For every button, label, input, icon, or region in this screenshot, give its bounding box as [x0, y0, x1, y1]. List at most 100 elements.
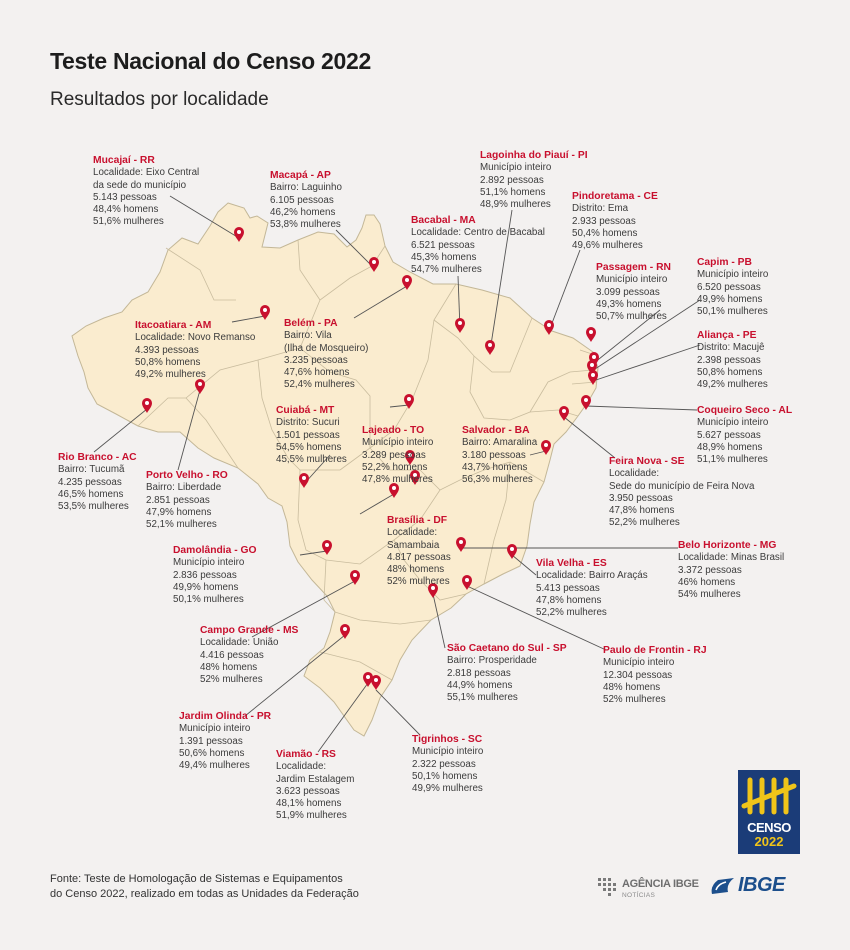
state-borders: [137, 239, 599, 681]
agencia-text: AGÊNCIA IBGE: [622, 878, 699, 890]
leader-line: [511, 554, 537, 576]
map-pin-icon: [507, 544, 517, 559]
location-label: Rio Branco - AC Bairro: Tucumã 4.235 pesso…: [58, 452, 137, 513]
page-subtitle: Resultados por localidade: [50, 89, 269, 110]
tally-marks-icon: [741, 777, 797, 815]
leader-line: [591, 299, 701, 372]
leader-line: [548, 249, 581, 332]
location-label: São Caetano do Sul - SP Bairro: Prosperid…: [447, 643, 567, 704]
map-pin-icon: [142, 398, 152, 413]
leader-line: [251, 580, 356, 638]
map-pin-icon: [350, 570, 360, 585]
brazil-landmass: [71, 202, 599, 737]
location-label: Lajeado - TO Município inteiro 3.289 pesso…: [362, 425, 434, 486]
leader-line: [593, 309, 661, 364]
leader-line: [489, 209, 513, 352]
location-label: Salvador - BA Bairro: Amaralina 3.180 pess…: [462, 425, 538, 486]
location-label: Coqueiro Seco - AL Município inteiro 5.627…: [697, 405, 793, 466]
leader-line: [466, 585, 607, 651]
map-pin-icon: [581, 395, 591, 410]
location-label: Belém - PA Bairro: Vila (Ilha de Mosqueiro…: [284, 318, 369, 391]
leader-line: [177, 389, 201, 471]
map-pin-icon: [544, 320, 554, 335]
leader-line: [592, 344, 701, 382]
map-pin-icon: [541, 440, 551, 455]
location-label: Mucajaí - RR Localidade: Eixo Central da s…: [93, 155, 200, 228]
map-pin-icon: [586, 327, 596, 342]
map-pin-icon: [485, 340, 495, 355]
map-pin-icon: [369, 257, 379, 272]
agencia-ibge-logo: AGÊNCIA IBGE NOTÍCIAS: [598, 876, 699, 903]
map-pin-icon: [587, 360, 597, 375]
location-label: Bacabal - MA Localidade: Centro de Bacaba…: [411, 215, 545, 276]
page-title: Teste Nacional do Censo 2022: [50, 48, 371, 74]
map-pins: [142, 227, 599, 690]
leader-lines: [93, 195, 701, 753]
ibge-mark-icon: [711, 878, 734, 894]
leader-line: [585, 405, 698, 411]
map-pin-icon: [340, 624, 350, 639]
leader-line: [432, 593, 446, 649]
map-pin-icon: [589, 352, 599, 367]
map-pin-icon: [405, 450, 415, 465]
location-label: Cuiabá - MT Distrito: Sucuri 1.501 pessoas…: [276, 405, 347, 466]
map-pin-icon: [404, 394, 414, 409]
location-label: Brasília - DF Localidade: Samambaia 4.817 p…: [387, 515, 451, 588]
location-label: Vila Velha - ES Localidade: Bairro Araçás…: [536, 558, 648, 619]
location-label: Capim - PB Município inteiro 6.520 pessoas…: [697, 257, 769, 318]
map-pin-icon: [455, 318, 465, 333]
censo-2022-logo: CENSO 2022: [738, 770, 800, 854]
censo-word: CENSO: [747, 820, 791, 835]
map-pin-icon: [234, 227, 244, 242]
location-label: Lagoinha do Piauí - PI Município inteiro 2…: [480, 150, 588, 211]
map-pin-icon: [195, 379, 205, 394]
leader-line: [231, 315, 266, 323]
leader-line: [244, 634, 346, 717]
location-label: Viamão - RS Localidade: Jardim Estalagem 3.…: [276, 749, 355, 822]
location-label: Tigrinhos - SC Município inteiro 2.322 pes…: [412, 734, 484, 795]
leader-line: [335, 229, 375, 269]
map-pin-icon: [363, 672, 373, 687]
source-note: Fonte: Teste de Homologação de Sistemas …: [50, 873, 359, 900]
map-pin-icon: [389, 483, 399, 498]
leader-line: [93, 408, 148, 453]
location-label: Macapá - AP Bairro: Laguinho 6.105 pessoas…: [270, 170, 342, 231]
location-label: Aliança - PE Distrito: Macujê 2.398 pessoa…: [697, 330, 768, 391]
ibge-text: IBGE: [738, 874, 785, 896]
map-pin-icon: [322, 540, 332, 555]
leader-line: [317, 682, 369, 753]
map-pin-icon: [402, 275, 412, 290]
leader-line: [375, 689, 421, 736]
map-pin-icon: [260, 305, 270, 320]
location-label: Passagem - RN Município inteiro 3.099 pess…: [596, 262, 671, 323]
leader-line: [169, 195, 240, 239]
location-label: Belo Horizonte - MG Localidade: Minas Bra…: [678, 540, 785, 601]
location-label: Campo Grande - MS Localidade: União 4.416 …: [200, 625, 299, 686]
noticias-text: NOTÍCIAS: [622, 892, 656, 899]
location-label: Itacoatiara - AM Localidade: Novo Remanso…: [135, 320, 256, 381]
location-label: Paulo de Frontin - RJ Município inteiro 12…: [603, 645, 707, 706]
leader-line: [353, 285, 408, 319]
map-pin-icon: [588, 370, 598, 385]
location-label: Jardim Olinda - PR Município inteiro 1.391…: [179, 711, 272, 772]
map-pin-icon: [428, 583, 438, 598]
location-label: Porto Velho - RO Bairro: Liberdade 2.851 p…: [146, 470, 228, 531]
leader-line: [299, 550, 328, 556]
map-pin-icon: [462, 575, 472, 590]
leader-line: [389, 404, 410, 408]
ibge-logo: IBGE: [708, 874, 804, 898]
location-label: Damolândia - GO Município inteiro 2.836 pe…: [173, 545, 257, 606]
map-pin-icon: [371, 675, 381, 690]
censo-year: 2022: [754, 834, 784, 849]
location-label: Pindoretama - CE Distrito: Ema 2.933 pesso…: [572, 191, 658, 252]
map-pin-icon: [410, 470, 420, 485]
map-pin-icon: [559, 406, 569, 421]
leader-line: [529, 450, 547, 456]
map-pin-icon: [299, 473, 309, 488]
map-pin-icon: [456, 537, 466, 552]
leader-line: [563, 416, 616, 459]
leader-line: [359, 493, 395, 515]
agencia-grid-icon: [598, 878, 616, 896]
location-label: Feira Nova - SE Localidade: Sede do municí…: [609, 456, 755, 529]
